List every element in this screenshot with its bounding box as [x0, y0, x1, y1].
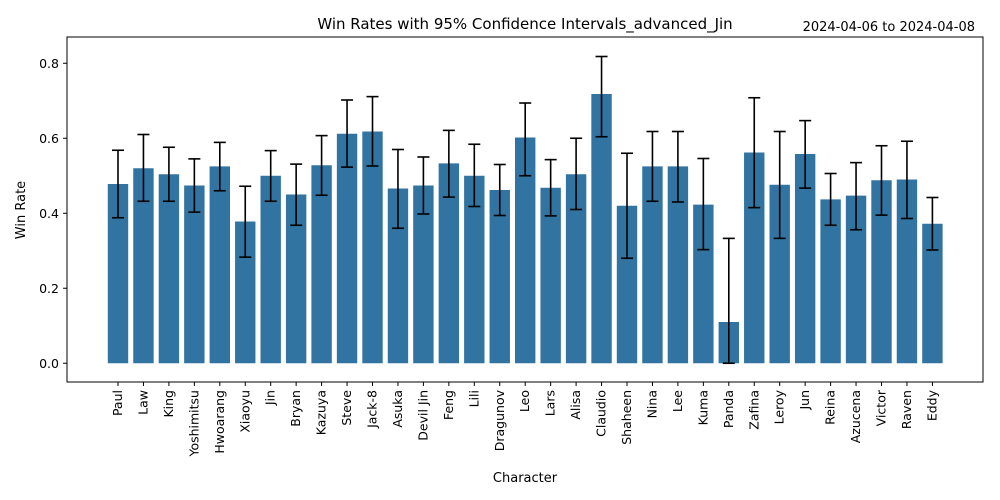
- x-tick-label: Claudio: [594, 390, 609, 437]
- y-tick-label: 0.2: [39, 281, 59, 296]
- bar: [107, 184, 129, 364]
- bar: [387, 188, 409, 364]
- bar: [616, 205, 638, 364]
- bar: [489, 190, 510, 364]
- x-tick-label: Alisa: [568, 390, 583, 420]
- x-tick-label: Kuma: [695, 390, 710, 425]
- bar: [540, 187, 561, 364]
- bar: [184, 185, 205, 364]
- bar: [769, 184, 790, 364]
- bar: [871, 180, 892, 364]
- bar: [642, 166, 663, 364]
- x-tick-label: Nina: [644, 390, 659, 418]
- x-tick-label: Reina: [823, 390, 838, 425]
- x-tick-label: Yoshimitsu: [186, 390, 201, 458]
- y-tick-label: 0.8: [39, 56, 59, 71]
- x-tick-label: Leroy: [772, 389, 787, 424]
- x-axis-label: Character: [493, 471, 558, 486]
- bar: [438, 163, 460, 364]
- bar: [285, 194, 307, 364]
- y-axis-label: Win Rate: [14, 181, 29, 239]
- x-tick-label: Law: [135, 390, 150, 415]
- x-tick-label: Zafina: [746, 390, 761, 430]
- y-tick-label: 0.0: [39, 356, 59, 371]
- bar: [845, 195, 867, 364]
- x-tick-label: Lee: [670, 390, 685, 412]
- bar: [311, 165, 332, 364]
- x-tick-label: Dragunov: [492, 389, 507, 451]
- x-tick-label: Leo: [517, 390, 532, 412]
- x-tick-label: Shaheen: [619, 390, 634, 445]
- bar: [515, 137, 536, 364]
- x-tick-label: Steve: [339, 390, 354, 426]
- y-tick-label: 0.6: [39, 131, 59, 146]
- x-tick-label: Lili: [466, 390, 481, 407]
- x-tick-label: King: [161, 390, 176, 418]
- date-range-label: 2024-04-06 to 2024-04-08: [803, 20, 975, 35]
- bar: [158, 174, 180, 364]
- x-tick-label: Hwoarang: [212, 390, 227, 454]
- plot-area: 0.0 0.2 0.4 0.6 0.8 Paul Law King Yoshimitsu Hwoa…: [39, 55, 943, 458]
- bar: [794, 154, 816, 364]
- bar: [896, 179, 918, 364]
- bar: [209, 166, 230, 364]
- bar: [667, 166, 689, 364]
- x-tick-label: Xiaoyu: [237, 390, 252, 433]
- x-tick-label: Jack-8: [365, 390, 380, 429]
- x-tick-label: Panda: [721, 390, 736, 428]
- x-tick-label: Eddy: [924, 389, 939, 421]
- x-tick-label: Asuka: [390, 390, 405, 428]
- bar: [820, 199, 841, 364]
- x-tick-label: Victor: [874, 389, 889, 426]
- x-tick-label: Paul: [110, 390, 125, 416]
- x-tick-label: Azucena: [848, 390, 863, 443]
- bar: [693, 204, 714, 364]
- bar: [133, 168, 154, 364]
- bar: [336, 133, 358, 364]
- bar: [464, 175, 485, 364]
- x-tick-label: Jin: [263, 390, 278, 406]
- y-tick-label: 0.4: [39, 206, 59, 221]
- bar: [413, 185, 434, 364]
- x-tick-label: Devil Jin: [415, 390, 430, 441]
- x-tick-label: Raven: [899, 390, 914, 429]
- bar: [922, 223, 943, 364]
- x-tick-label: Feng: [441, 390, 456, 420]
- plot-frame: [66, 36, 984, 383]
- x-tick-label: Lars: [543, 390, 558, 416]
- chart-title: Win Rates with 95% Confidence Intervals_…: [317, 15, 732, 34]
- x-tick-label: Bryan: [288, 390, 303, 427]
- bar: [591, 94, 612, 364]
- bar: [260, 175, 281, 364]
- bar: [744, 152, 765, 364]
- x-tick-label: Jun: [797, 390, 812, 411]
- x-tick-label: Kazuya: [314, 390, 329, 435]
- bar: [362, 131, 383, 364]
- bar: [565, 174, 587, 364]
